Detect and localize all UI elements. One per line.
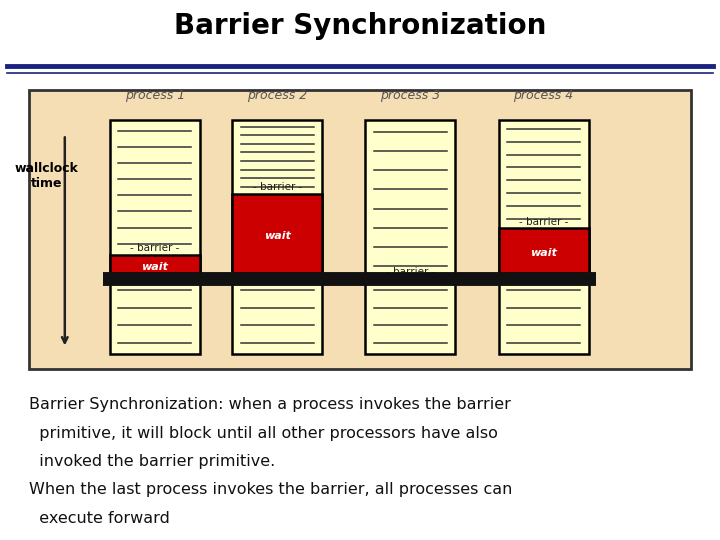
- Bar: [498, 228, 589, 279]
- Text: Barrier Synchronization: Barrier Synchronization: [174, 12, 546, 40]
- Text: invoked the barrier primitive.: invoked the barrier primitive.: [29, 454, 275, 469]
- Text: wallclock
time: wallclock time: [15, 162, 78, 190]
- Text: - barrier -: - barrier -: [519, 217, 568, 226]
- Text: wait: wait: [141, 261, 168, 272]
- Text: - barrier -: - barrier -: [386, 267, 435, 277]
- Text: process 2: process 2: [247, 89, 307, 103]
- Text: process 3: process 3: [380, 89, 441, 103]
- Text: - barrier -: - barrier -: [130, 243, 179, 253]
- Text: execute forward: execute forward: [29, 511, 170, 526]
- Text: process 1: process 1: [125, 89, 185, 103]
- Bar: [109, 119, 199, 354]
- Bar: [232, 194, 323, 279]
- Bar: [498, 119, 589, 354]
- Bar: [109, 255, 199, 279]
- Bar: [232, 119, 323, 354]
- Text: wait: wait: [264, 231, 291, 241]
- Text: When the last process invokes the barrier, all processes can: When the last process invokes the barrie…: [29, 483, 512, 497]
- Text: primitive, it will block until all other processors have also: primitive, it will block until all other…: [29, 426, 498, 441]
- Bar: [365, 119, 455, 354]
- Text: - barrier -: - barrier -: [253, 183, 302, 192]
- Text: process 4: process 4: [513, 89, 574, 103]
- Text: wait: wait: [530, 248, 557, 258]
- Text: Barrier Synchronization: when a process invokes the barrier: Barrier Synchronization: when a process …: [29, 397, 510, 413]
